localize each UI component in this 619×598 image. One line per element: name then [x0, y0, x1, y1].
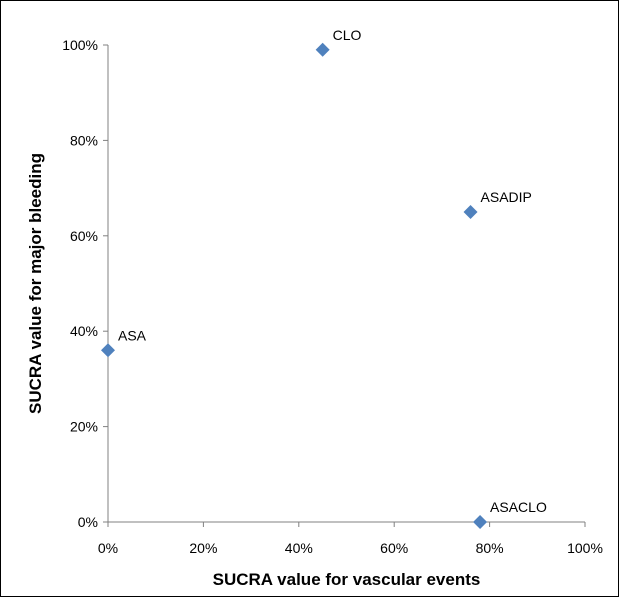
data-point-asa	[101, 343, 115, 358]
y-tick-label: 40%	[70, 323, 98, 339]
point-label-asa: ASA	[118, 327, 147, 343]
y-axis-title: SUCRA value for major bleeding	[26, 153, 45, 414]
data-point-asadip	[463, 204, 478, 219]
x-tick-label: 80%	[476, 540, 504, 556]
y-tick-label: 60%	[70, 228, 98, 244]
data-point-clo	[315, 42, 330, 57]
x-tick-label: 100%	[567, 540, 603, 556]
y-tick-label: 80%	[70, 132, 98, 148]
y-tick-label: 0%	[78, 514, 98, 530]
y-tick-label: 100%	[62, 37, 98, 53]
data-points: CLO ASADIP ASA ASACLO	[101, 27, 547, 529]
x-axis-title: SUCRA value for vascular events	[213, 570, 481, 589]
point-label-clo: CLO	[333, 27, 362, 43]
y-tick-label: 20%	[70, 419, 98, 435]
ticks: 0% 20% 40% 60% 80% 100% 0% 20% 40% 60% 80% 100%	[62, 37, 603, 556]
point-label-asaclo: ASACLO	[490, 499, 547, 515]
point-label-asadip: ASADIP	[481, 189, 532, 205]
x-tick-label: 0%	[98, 540, 118, 556]
x-tick-label: 40%	[285, 540, 313, 556]
data-point-asaclo	[473, 515, 488, 529]
x-tick-label: 20%	[189, 540, 217, 556]
x-tick-label: 60%	[380, 540, 408, 556]
axes	[107, 45, 585, 523]
